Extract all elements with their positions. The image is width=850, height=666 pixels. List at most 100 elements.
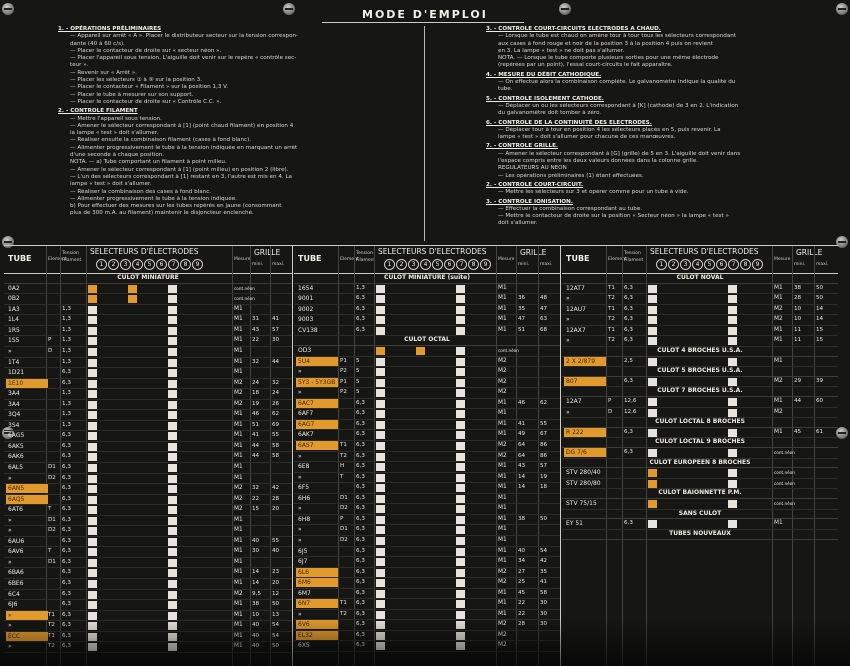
selector-cell [386,316,395,324]
grid-max: 47 [540,305,548,312]
table-row: 1T4 1,3 M1 32 44 [4,358,292,369]
selector-cell [168,548,177,557]
socket-section-title: TUBES NOUVEAUX [562,530,838,540]
selector-cell [648,449,657,458]
grid-max: 55 [540,420,548,427]
table-row: » P2 5 M2 [294,388,560,399]
selector-cell [128,569,137,577]
selector-cell [148,348,157,356]
instruction-line: — Amener le sélecteur correspondant à [1… [70,122,294,129]
selector-cell [436,537,445,545]
grid-max: 42 [540,558,548,565]
selector-cell [158,390,167,398]
selector-cell [446,400,455,408]
element-code: T1 [48,632,55,639]
selector-cell [386,410,395,418]
selector-cell [108,411,117,419]
selector-cell [446,316,455,324]
selector-cell [648,316,657,325]
selector-cell [658,378,667,386]
selector-cell [406,611,415,619]
measure-range: M1 [498,420,507,427]
selector-cell [158,569,167,577]
selector-cell [446,306,455,314]
column-divider [622,246,623,666]
selector-cell [118,643,127,651]
selector-cells [88,495,177,504]
header-maxi: maxi. [540,262,553,267]
selector-cell [436,442,445,450]
instruction-line: du galvanomètre doit tomber à zéro. [498,110,602,117]
selector-cell [386,431,395,439]
measure-range: M1 [234,474,243,481]
measure-range: M2 [498,621,507,628]
selector-cell [118,527,127,535]
filament-voltage: 6,3 [356,515,365,522]
table-row: 6AS7 T1 6,3 M2 64 86 [294,441,560,452]
selector-cell [426,421,435,429]
tube-name: 2 X 2/879 [564,356,606,366]
selector-cell [158,359,167,367]
selector-cell [88,432,97,441]
table-row: 6J7 6,3 M1 34 42 [294,557,560,568]
selector-cell [446,526,455,534]
selector-cell [426,453,435,461]
selector-cell [708,429,717,437]
table-row: 6F5 6,3 M1 14 18 [294,483,560,494]
table-row: STV 280/80 cont.néon [562,479,838,490]
element-code: H [340,463,345,470]
selector-cell [376,399,385,408]
selector-cell [688,480,697,488]
selector-number-5: 5 [144,259,155,270]
filament-voltage: 6,3 [624,326,633,333]
tube-name: 0B2 [8,295,20,303]
selector-cell [426,621,435,629]
measure-range: cont.néon [234,285,255,291]
grid-max: 50 [272,601,280,608]
tube-name: 6J7 [298,558,308,566]
selector-cell [108,622,117,630]
selector-cell [168,495,177,504]
selector-cells [376,316,465,325]
selector-cell [376,568,385,577]
tube-name: 6AV6 [8,548,24,556]
header-mini: mini. [518,262,530,267]
selector-cell [128,306,137,314]
selector-cell [88,369,97,378]
measure-range: M1 [234,622,243,629]
selector-cells [376,600,465,609]
selector-cell [648,337,657,346]
selector-cell [158,422,167,430]
selector-cell [426,569,435,577]
table-row: 6AG7 6,3 M1 41 55 [294,419,560,431]
selector-cell [436,621,445,629]
selector-cell [416,537,425,545]
selector-cell [138,464,147,472]
measure-range: M1 [498,547,507,554]
selector-cell [128,348,137,356]
selector-cell [456,378,465,387]
grid-max: 44 [272,358,280,365]
selector-cell [118,591,127,599]
grid-min: 43 [252,326,260,333]
selector-cell [406,600,415,608]
selector-cell [128,327,137,335]
table-row: » D2 6,3 M1 [4,526,292,537]
selector-cell [426,516,435,524]
socket-section-title: CULOT 4 BROCHES U.S.A. [562,347,838,357]
table-row: 6AG5 6,3 M1 41 55 [4,431,292,442]
measure-range: M1 [234,558,243,565]
grid-max: 50 [816,284,824,291]
selector-number-8: 8 [740,259,751,270]
grid-min: 32 [252,485,260,492]
selector-number-2: 2 [668,259,679,270]
table-row: 1S5 P 1,3 M1 22 30 [4,336,292,347]
selector-cell [98,475,107,483]
table-row: 6J5 6,3 M1 40 54 [294,547,560,558]
table-row: 6AU6 6,3 M1 40 55 [4,537,292,548]
selector-cell [416,548,425,556]
selector-cells [376,368,465,377]
selector-cells [376,621,465,630]
selector-cell [436,611,445,619]
selector-cell [426,358,435,366]
